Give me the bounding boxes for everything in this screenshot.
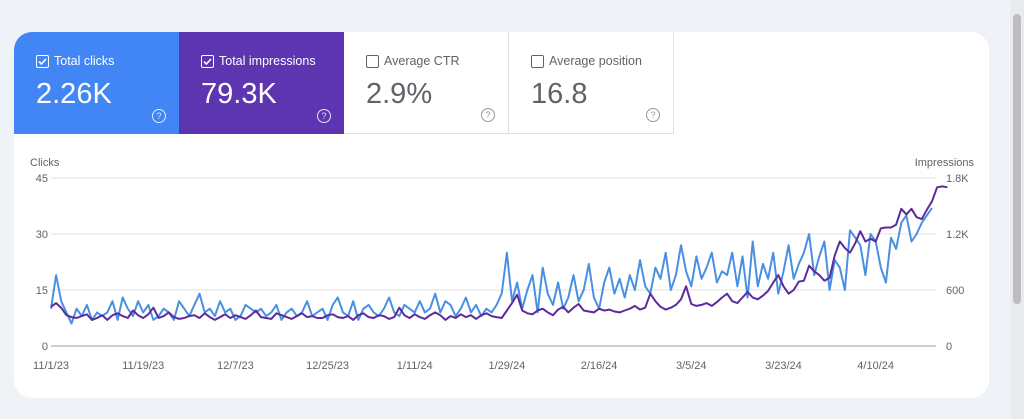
x-tick-label: 12/7/23 (217, 360, 254, 372)
scrollbar-thumb[interactable] (1013, 14, 1021, 304)
help-icon[interactable]: ? (152, 109, 166, 123)
left-axis-title: Clicks (30, 157, 60, 169)
metric-tiles: Total clicks 2.26K ? Total impressions 7… (14, 32, 674, 134)
average-position-tile[interactable]: Average position 16.8 ? (509, 32, 674, 134)
average-ctr-label: Average CTR (384, 54, 460, 68)
page-scrollbar[interactable] (1010, 0, 1024, 419)
x-tick-label: 3/5/24 (676, 360, 707, 372)
right-tick-label: 1.2K (946, 229, 969, 241)
left-tick-label: 15 (36, 285, 48, 297)
average-ctr-value: 2.9% (366, 78, 433, 110)
checkbox-unchecked-icon[interactable] (366, 55, 379, 68)
total-clicks-label: Total clicks (54, 54, 115, 68)
checkbox-checked-icon[interactable] (201, 55, 214, 68)
x-tick-label: 4/10/24 (857, 360, 894, 372)
left-tick-label: 0 (42, 341, 48, 353)
left-tick-label: 30 (36, 229, 48, 241)
average-position-value: 16.8 (531, 78, 588, 110)
total-clicks-tile[interactable]: Total clicks 2.26K ? (14, 32, 179, 134)
x-tick-label: 1/29/24 (489, 360, 526, 372)
performance-card: Total clicks 2.26K ? Total impressions 7… (14, 32, 989, 398)
help-icon[interactable]: ? (481, 108, 495, 122)
checkbox-checked-icon[interactable] (36, 55, 49, 68)
right-tick-label: 600 (946, 285, 964, 297)
total-clicks-value: 2.26K (36, 78, 112, 110)
help-icon[interactable]: ? (646, 108, 660, 122)
impressions-series-line (50, 185, 948, 321)
total-impressions-value: 79.3K (201, 78, 277, 110)
left-tick-label: 45 (36, 173, 48, 185)
total-impressions-label: Total impressions (219, 54, 316, 68)
right-tick-label: 0 (946, 341, 952, 353)
x-tick-label: 11/19/23 (122, 360, 164, 372)
x-tick-label: 1/11/24 (397, 360, 433, 372)
x-tick-label: 12/25/23 (306, 360, 349, 372)
x-tick-label: 2/16/24 (581, 360, 618, 372)
x-tick-label: 11/1/23 (33, 360, 69, 372)
average-position-label: Average position (549, 54, 642, 68)
clicks-series-line (50, 207, 933, 325)
x-tick-label: 3/23/24 (765, 360, 802, 372)
average-ctr-tile[interactable]: Average CTR 2.9% ? (344, 32, 509, 134)
checkbox-unchecked-icon[interactable] (531, 55, 544, 68)
help-icon[interactable]: ? (317, 109, 331, 123)
total-impressions-tile[interactable]: Total impressions 79.3K ? (179, 32, 344, 134)
right-axis-title: Impressions (915, 157, 975, 169)
right-tick-label: 1.8K (946, 173, 969, 185)
performance-chart[interactable]: Clicks Impressions 0 0 15 600 30 1.2K 45 1.8K 11/1… (14, 32, 989, 398)
